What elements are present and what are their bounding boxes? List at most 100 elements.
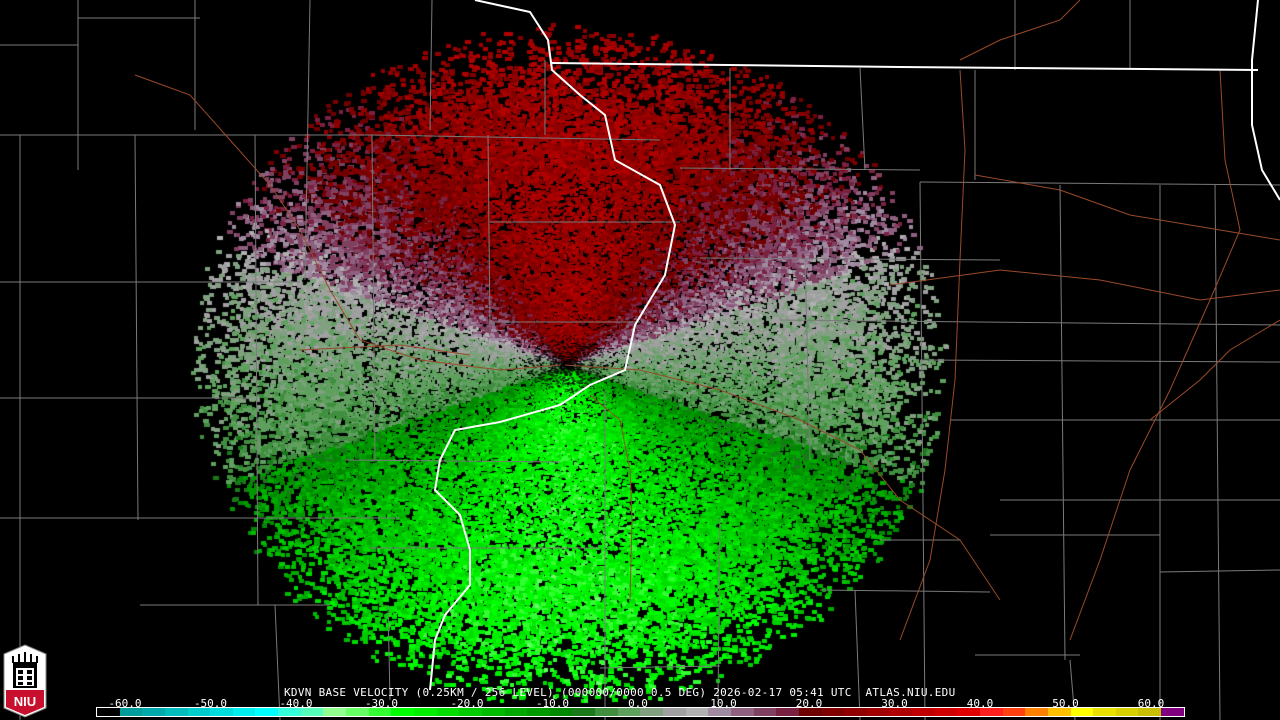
product-title: KDVN BASE VELOCITY (0.25KM / 256 LEVEL) …	[284, 686, 956, 699]
colorbar-tick-label: 30.0	[881, 697, 908, 710]
colorbar-swatch	[187, 708, 211, 716]
colorbar-swatch	[504, 708, 528, 716]
county-border	[304, 0, 311, 281]
mississippi-river-border	[429, 0, 677, 691]
county-border	[919, 359, 1280, 363]
colorbar-tick-label: -10.0	[535, 697, 570, 710]
colorbar-swatch	[164, 708, 188, 716]
northern-state-border	[551, 62, 1259, 71]
colorbar-tick-label: -50.0	[193, 697, 228, 710]
county-border	[487, 134, 491, 331]
colorbar-swatch	[912, 708, 935, 716]
colorbar-swatch	[685, 708, 709, 716]
county-border	[919, 181, 1280, 186]
highway	[959, 0, 1081, 61]
colorbar-swatch	[255, 708, 279, 716]
county-border	[429, 0, 433, 131]
colorbar-swatch	[1002, 708, 1026, 716]
colorbar-swatch	[391, 708, 414, 716]
county-border	[819, 589, 991, 593]
highway	[564, 364, 1001, 601]
colorbar-swatch	[572, 708, 596, 716]
colorbar-swatch	[753, 708, 777, 716]
colorbar-swatch	[640, 708, 664, 716]
colorbar-swatch	[119, 708, 143, 716]
colorbar-swatch	[459, 708, 482, 716]
colorbar-tick-label: 10.0	[710, 697, 737, 710]
colorbar-swatch	[368, 708, 392, 716]
colorbar-swatch	[844, 708, 867, 716]
colorbar-swatch	[979, 708, 1003, 716]
colorbar-swatch	[866, 708, 890, 716]
county-border	[344, 459, 561, 463]
velocity-colorbar	[96, 707, 1185, 717]
colorbar-tick-label: -40.0	[279, 697, 313, 710]
county-border	[387, 604, 391, 701]
highways	[134, 0, 1280, 641]
colorbar-swatch	[957, 708, 980, 716]
colorbar-swatch	[1047, 708, 1071, 716]
colorbar-tick-label: 50.0	[1052, 697, 1079, 710]
state-borders	[429, 0, 1280, 691]
colorbar-swatch	[798, 708, 822, 716]
county-border	[804, 257, 811, 461]
county-border	[779, 319, 1280, 326]
niu-logo: NIU	[3, 644, 47, 718]
county-border	[854, 589, 861, 720]
colorbar-swatch	[210, 708, 233, 716]
colorbar-swatch	[413, 708, 437, 716]
colorbar-swatch	[232, 708, 256, 716]
colorbar-swatch	[481, 708, 505, 716]
highway	[889, 269, 1280, 301]
colorbar-swatch	[549, 708, 573, 716]
colorbar-swatch	[1115, 708, 1139, 716]
colorbar-swatch	[278, 708, 301, 716]
colorbar-swatch	[730, 708, 754, 716]
colorbar-ticks: -60.0 -50.0 -40.0 -30.0 -20.0 -10.0 0.0 10.0 20.…	[0, 697, 1280, 710]
colorbar-tick-label: -30.0	[364, 697, 399, 710]
colorbar-swatch	[97, 708, 120, 716]
colorbar-swatch	[1070, 708, 1094, 716]
colorbar-swatch	[889, 708, 913, 716]
highway	[1149, 319, 1280, 421]
colorbar-swatch	[1025, 708, 1048, 716]
colorbar-swatch	[436, 708, 460, 716]
highway	[899, 69, 966, 641]
county-border	[371, 134, 376, 461]
colorbar-tick-label: -60.0	[108, 697, 142, 710]
county-border	[1059, 184, 1066, 661]
colorbar-tick-label: 40.0	[966, 697, 994, 710]
county-border	[1214, 184, 1221, 720]
colorbar-swatch	[346, 708, 369, 716]
county-border	[254, 134, 259, 606]
highway	[1069, 69, 1241, 641]
county-border	[919, 181, 926, 720]
colorbar-swatch	[1093, 708, 1116, 716]
county-border	[134, 134, 139, 521]
colorbar-swatch	[595, 708, 618, 716]
colorbar-tick-label: -20.0	[450, 697, 484, 710]
colorbar-swatch	[708, 708, 731, 716]
colorbar-tick-label: 60.0	[1137, 697, 1165, 710]
county-border	[859, 67, 866, 171]
county-border	[699, 257, 1001, 261]
county-border	[717, 517, 721, 701]
colorbar-swatch	[1138, 708, 1162, 716]
county-border	[599, 665, 721, 669]
colorbar-swatch	[323, 708, 347, 716]
colorbar-tick-label: 0.0	[628, 697, 648, 710]
highway	[589, 394, 633, 601]
colorbar-swatch	[821, 708, 845, 716]
colorbar-swatch	[934, 708, 958, 716]
county-border	[1159, 569, 1280, 573]
logo-text: NIU	[14, 694, 36, 709]
colorbar-tick-label: 20.0	[795, 697, 823, 710]
highway	[134, 74, 561, 371]
colorbar-swatch	[142, 708, 165, 716]
highway	[974, 174, 1280, 241]
colorbar-swatch	[617, 708, 641, 716]
